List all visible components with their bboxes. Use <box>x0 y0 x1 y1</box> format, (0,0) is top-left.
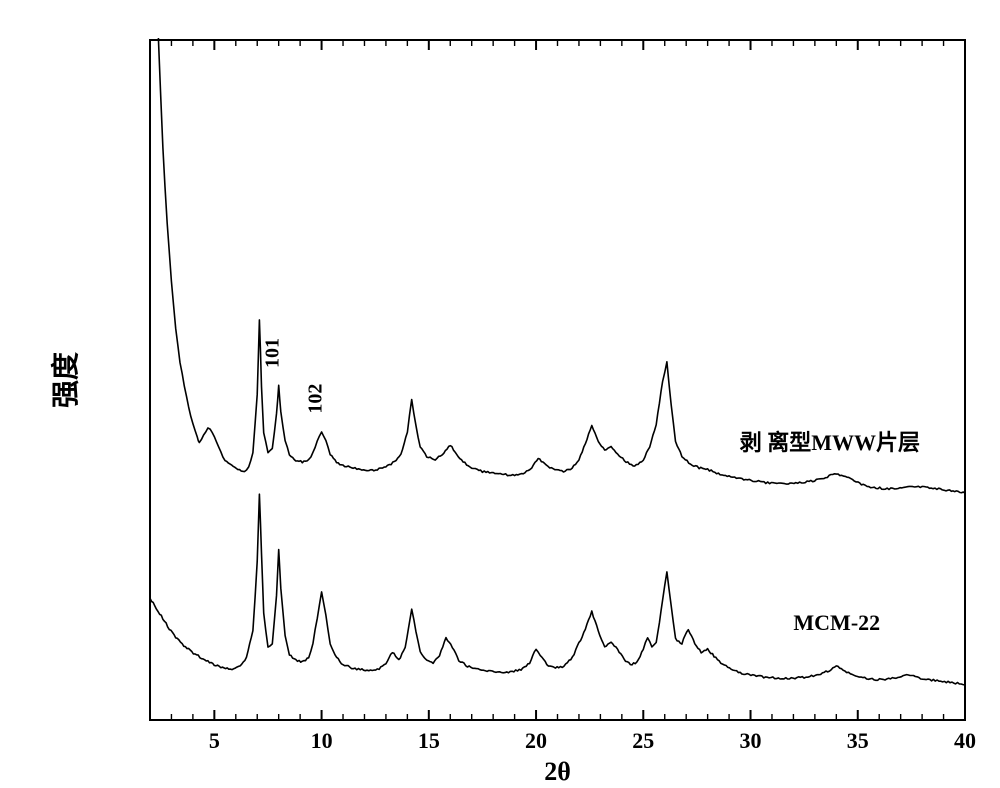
x-tick-label: 30 <box>740 728 762 753</box>
series-label-mcm-22: MCM-22 <box>793 610 880 635</box>
peak-label: 102 <box>305 384 327 414</box>
series-exfoliated-mww <box>150 0 965 493</box>
series-label-exfoliated-mww: 剥 离型MWW片层 <box>740 430 920 455</box>
x-tick-label: 15 <box>418 728 440 753</box>
y-axis-label: 强度 <box>50 352 82 408</box>
x-tick-label: 5 <box>209 728 220 753</box>
x-tick-label: 35 <box>847 728 869 753</box>
chart-svg: 5 10 15 20 25 30 35 40 2θ 强度剥 离型MWW片层 101 102 MCM-22 <box>0 0 1000 788</box>
xrd-chart: 5 10 15 20 25 30 35 40 2θ 强度剥 离型MWW片层 101 102 MCM-22 <box>0 0 1000 788</box>
x-tick-label: 25 <box>632 728 654 753</box>
x-tick-label: 40 <box>954 728 976 753</box>
x-tick-label: 10 <box>311 728 333 753</box>
x-tick-label: 20 <box>525 728 547 753</box>
series-mcm-22 <box>150 494 965 685</box>
x-axis-label: 2θ <box>544 757 571 786</box>
peak-label: 101 <box>262 338 284 368</box>
